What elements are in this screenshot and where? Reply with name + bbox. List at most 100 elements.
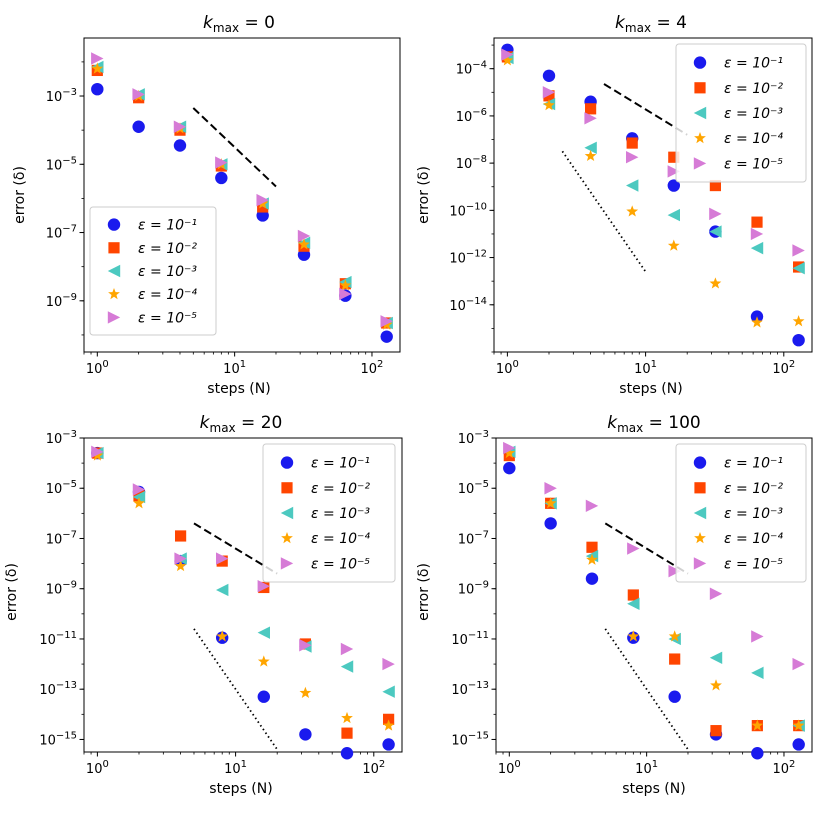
data-point (543, 90, 555, 102)
legend-label: ε = 10⁻⁴ (724, 131, 783, 147)
data-point (709, 651, 723, 664)
data-point (710, 679, 722, 691)
x-tick-label: 101 (634, 359, 657, 377)
data-point (503, 446, 516, 459)
data-point (383, 713, 395, 725)
reference-line-dashed (603, 83, 688, 136)
data-point (750, 227, 764, 241)
data-point (709, 207, 722, 221)
legend-box (675, 43, 807, 183)
data-point (174, 530, 187, 542)
data-point (710, 725, 722, 737)
legend-box (89, 206, 217, 336)
x-tick-label: 102 (362, 759, 385, 777)
data-point (751, 216, 763, 228)
legend-marker (107, 311, 121, 324)
data-point (585, 499, 599, 513)
data-point (709, 179, 722, 192)
y-tick-label: 10−6 (456, 107, 487, 125)
data-point (750, 241, 764, 255)
data-point (709, 225, 722, 238)
data-point (584, 149, 597, 162)
series-eps-4 (503, 446, 805, 731)
data-point (792, 315, 805, 327)
legend-label: ε = 10⁻¹ (724, 456, 783, 472)
data-point (792, 261, 805, 275)
data-point (174, 552, 187, 565)
data-point (751, 666, 764, 680)
reference-line-dotted (193, 628, 278, 750)
data-point (299, 686, 312, 698)
data-point (503, 441, 516, 455)
data-point (174, 559, 187, 572)
data-point (133, 497, 145, 509)
data-point (256, 193, 269, 207)
data-point (215, 552, 229, 565)
data-point (132, 483, 146, 496)
y-tick-label: 10−12 (449, 249, 487, 267)
data-point (751, 719, 764, 731)
series-eps-5 (91, 445, 395, 671)
legend-marker (281, 482, 293, 494)
legend-marker (281, 532, 293, 544)
legend-marker (108, 288, 120, 300)
data-point (585, 572, 599, 585)
legend-marker (693, 456, 707, 469)
legend-label: ε = 10⁻³ (724, 506, 783, 522)
data-point (382, 685, 395, 698)
data-point (299, 639, 312, 652)
plot-frame (83, 437, 403, 753)
legend-marker (107, 218, 121, 231)
plot-frame (493, 37, 813, 353)
data-point (626, 137, 638, 149)
y-tick-label: 10−15 (451, 730, 489, 748)
legend-label: ε = 10⁻⁴ (311, 531, 370, 547)
reference-line-dashed (604, 522, 689, 575)
data-point (380, 315, 393, 328)
x-tick-label: 101 (223, 359, 246, 377)
data-point (501, 54, 514, 66)
data-point (501, 48, 514, 61)
legend: ε = 10⁻¹ ε = 10⁻² ε = 10⁻³ ε = 10⁻⁴ ε = 10⁻⁵ (675, 43, 807, 183)
data-point (173, 139, 187, 152)
y-tick-label: 10−7 (46, 224, 77, 242)
legend-label: ε = 10⁻¹ (724, 56, 783, 72)
legend-marker (280, 557, 294, 570)
data-point (91, 62, 104, 74)
y-tick-label: 10−9 (46, 580, 77, 598)
data-point (667, 179, 681, 192)
data-point (668, 690, 681, 703)
x-axis-label: steps (N) (209, 781, 272, 797)
data-point (340, 660, 354, 673)
y-tick-label: 10−14 (449, 296, 487, 314)
legend: ε = 10⁻¹ ε = 10⁻² ε = 10⁻³ ε = 10⁻⁴ ε = 10⁻⁵ (262, 443, 396, 583)
data-point (91, 52, 104, 65)
data-point (751, 630, 764, 643)
reference-line-dashed (193, 522, 278, 575)
data-point (91, 449, 104, 461)
y-axis-label: error (δ) (416, 166, 432, 224)
legend-label: ε = 10⁻⁴ (138, 287, 197, 303)
legend-marker (693, 106, 707, 120)
y-tick-label: 10−4 (456, 60, 487, 78)
y-axis-label: error (δ) (416, 563, 432, 621)
data-point (132, 490, 146, 504)
reference-line-dotted (561, 150, 647, 273)
data-point (297, 229, 311, 243)
legend-marker (694, 532, 706, 544)
legend-marker (693, 157, 707, 170)
legend-label: ε = 10⁻³ (138, 264, 197, 280)
legend-box (675, 443, 807, 583)
y-tick-label: 10−5 (46, 155, 77, 173)
data-point (257, 626, 271, 639)
x-tick-label: 100 (86, 359, 109, 377)
y-tick-label: 10−3 (46, 429, 77, 447)
data-point (503, 461, 516, 475)
legend-marker (694, 482, 706, 494)
data-point (132, 120, 145, 133)
y-tick-label: 10−9 (46, 292, 77, 310)
data-point (627, 542, 640, 555)
legend: ε = 10⁻¹ ε = 10⁻² ε = 10⁻³ ε = 10⁻⁴ ε = 10⁻⁵ (89, 206, 217, 336)
data-point (668, 630, 681, 642)
